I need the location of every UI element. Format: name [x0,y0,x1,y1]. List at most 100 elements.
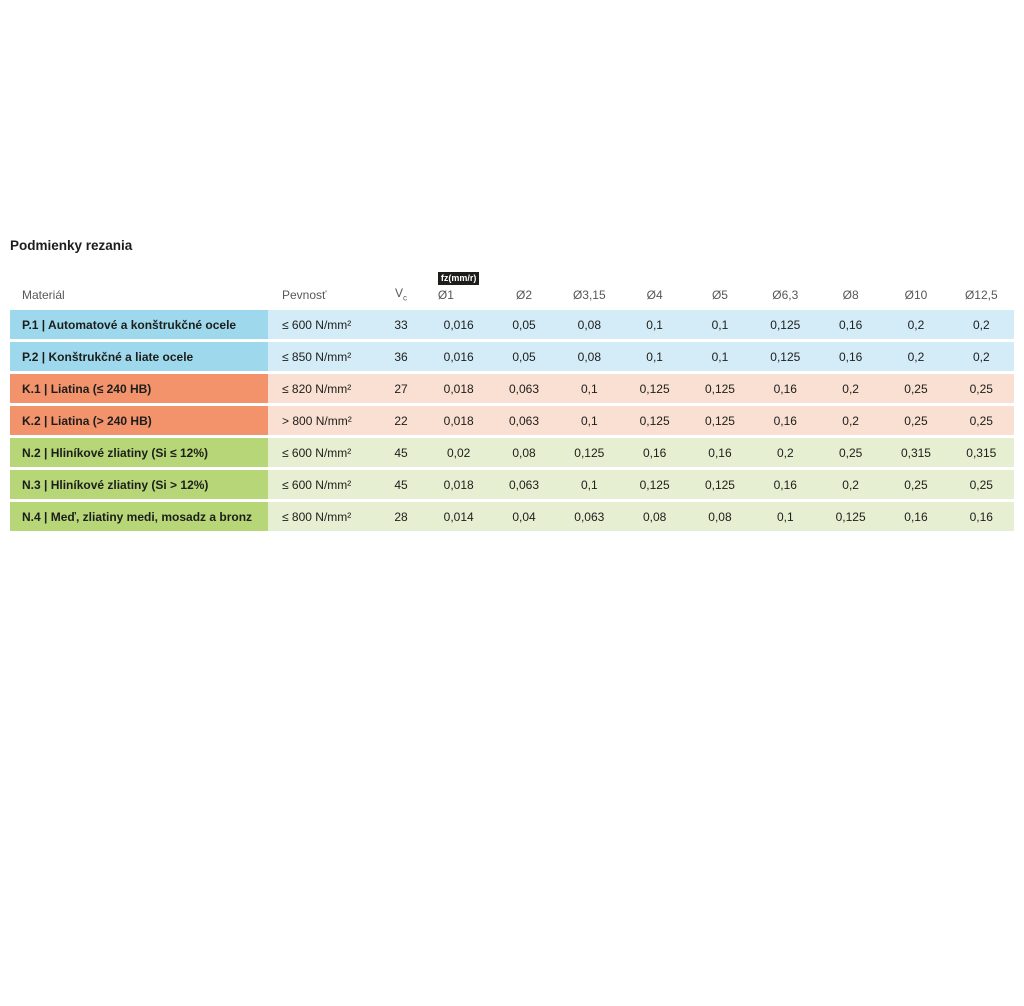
feed-value-cell: 0,08 [687,502,753,531]
vc-cell: 36 [376,342,426,371]
column-header-diameter: Ø12,5 [949,262,1014,307]
feed-value-cell: 0,25 [817,438,884,467]
feed-value-cell: 0,018 [426,406,492,435]
fz-unit-badge: fz(mm/r) [437,272,480,285]
column-header-diameter: Ø4 [622,262,687,307]
vc-subscript: c [403,293,407,302]
vc-cell: 45 [376,438,426,467]
feed-value-cell: 0,25 [948,470,1014,499]
feed-value-cell: 0,1 [687,310,753,339]
column-header-diameter: Ø3,15 [557,262,622,307]
feed-value-cell: 0,125 [752,342,818,371]
vc-label: V [394,285,403,300]
feed-value-cell: 0,1 [752,502,818,531]
material-cell: N.3 | Hliníkové zliatiny (Si > 12%) [10,470,268,499]
feed-value-cell: 0,063 [491,406,557,435]
strength-cell: ≤ 800 N/mm² [268,502,376,531]
vc-cell: 28 [376,502,426,531]
feed-value-cell: 0,2 [883,342,949,371]
feed-value-cell: 0,016 [426,342,492,371]
table-row: N.3 | Hliníkové zliatiny (Si > 12%) ≤ 600… [10,470,1014,499]
column-header-vc: Vc [376,262,426,307]
table-row: P.1 | Automatové a konštrukčné ocele ≤ 60… [10,310,1014,339]
feed-value-cell: 0,16 [752,406,818,435]
column-header-diameter: Ø2 [491,262,556,307]
table-row: K.2 | Liatina (> 240 HB) > 800 N/mm² 22 0,0… [10,406,1014,435]
material-cell: N.2 | Hliníkové zliatiny (Si ≤ 12%) [10,438,268,467]
cutting-conditions-table: Materiál Pevnosť Vc fz(mm/r) Ø1 Ø2 Ø3,15 Ø4 Ø… [10,259,1014,534]
feed-value-cell: 0,125 [687,406,753,435]
feed-value-cell: 0,16 [752,374,818,403]
feed-value-cell: 0,08 [621,502,688,531]
feed-value-cell: 0,08 [556,342,622,371]
page: Podmienky rezania Materiál Pevnosť Vc fz… [0,238,1024,1006]
feed-value-cell: 0,1 [556,374,622,403]
feed-value-cell: 0,018 [426,374,492,403]
feed-value-cell: 0,08 [491,438,557,467]
feed-value-cell: 0,25 [883,374,949,403]
vc-cell: 22 [376,406,426,435]
feed-value-cell: 0,1 [687,342,753,371]
feed-value-cell: 0,125 [687,470,753,499]
feed-value-cell: 0,25 [883,406,949,435]
feed-value-cell: 0,05 [491,342,557,371]
diameter-label: Ø2 [515,288,532,302]
feed-value-cell: 0,063 [491,374,557,403]
material-cell: K.2 | Liatina (> 240 HB) [10,406,268,435]
feed-value-cell: 0,125 [621,470,688,499]
diameter-label: Ø8 [842,288,859,302]
feed-value-cell: 0,08 [556,310,622,339]
vc-cell: 45 [376,470,426,499]
feed-value-cell: 0,063 [491,470,557,499]
diameter-label: Ø6,3 [772,288,799,302]
feed-value-cell: 0,315 [948,438,1014,467]
feed-value-cell: 0,02 [426,438,492,467]
feed-value-cell: 0,125 [687,374,753,403]
feed-value-cell: 0,16 [817,310,884,339]
column-header-diameter: Ø10 [883,262,948,307]
feed-value-cell: 0,2 [817,406,884,435]
feed-value-cell: 0,16 [817,342,884,371]
feed-value-cell: 0,2 [948,310,1014,339]
diameter-label: Ø12,5 [964,288,998,302]
table-row: N.2 | Hliníkové zliatiny (Si ≤ 12%) ≤ 600… [10,438,1014,467]
feed-value-cell: 0,125 [817,502,884,531]
feed-value-cell: 0,125 [621,374,688,403]
diameter-label: Ø1 [437,288,454,302]
feed-value-cell: 0,2 [817,374,884,403]
feed-value-cell: 0,05 [491,310,557,339]
feed-value-cell: 0,014 [426,502,492,531]
strength-cell: ≤ 600 N/mm² [268,470,376,499]
feed-value-cell: 0,018 [426,470,492,499]
feed-value-cell: 0,04 [491,502,557,531]
page-title: Podmienky rezania [10,238,133,253]
column-header-diameter: Ø6,3 [753,262,818,307]
feed-value-cell: 0,16 [883,502,949,531]
feed-value-cell: 0,25 [948,406,1014,435]
column-header-strength: Pevnosť [282,288,327,302]
feed-value-cell: 0,016 [426,310,492,339]
feed-value-cell: 0,1 [556,470,622,499]
feed-value-cell: 0,125 [556,438,622,467]
strength-cell: ≤ 850 N/mm² [268,342,376,371]
diameter-label: Ø4 [646,288,663,302]
feed-value-cell: 0,25 [948,374,1014,403]
feed-value-cell: 0,16 [621,438,688,467]
feed-value-cell: 0,125 [752,310,818,339]
material-cell: N.4 | Meď, zliatiny medi, mosadz a bronz [10,502,268,531]
feed-value-cell: 0,16 [687,438,753,467]
column-header-diameter: Ø8 [818,262,883,307]
feed-value-cell: 0,16 [948,502,1014,531]
vc-cell: 33 [376,310,426,339]
feed-value-cell: 0,2 [883,310,949,339]
column-header-diameter: fz(mm/r) Ø1 [426,262,491,307]
strength-cell: > 800 N/mm² [268,406,376,435]
feed-value-cell: 0,2 [817,470,884,499]
feed-value-cell: 0,2 [752,438,818,467]
material-cell: P.1 | Automatové a konštrukčné ocele [10,310,268,339]
diameter-label: Ø10 [904,288,928,302]
diameter-label: Ø5 [711,288,728,302]
vc-cell: 27 [376,374,426,403]
table-row: N.4 | Meď, zliatiny medi, mosadz a bronz… [10,502,1014,531]
feed-value-cell: 0,315 [883,438,949,467]
